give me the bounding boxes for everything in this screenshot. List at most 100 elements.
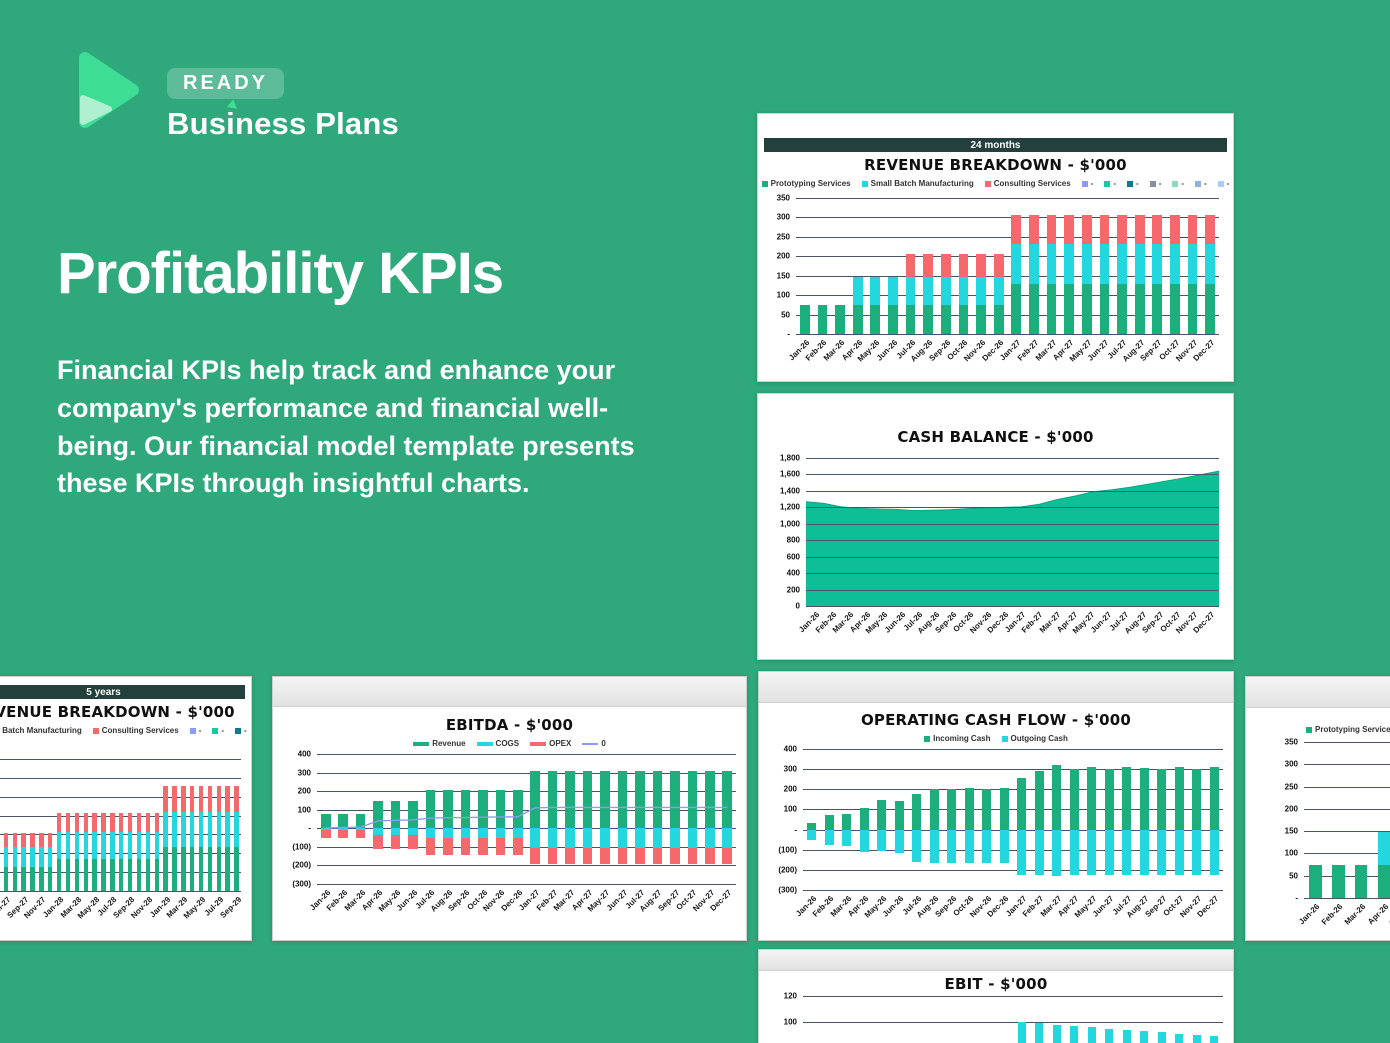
bar-segment (1122, 829, 1132, 875)
bar-segment (947, 829, 957, 863)
bar-segment (799, 304, 810, 334)
bar-segment (958, 304, 969, 334)
bar-segment (964, 829, 974, 863)
bar-segment (859, 829, 869, 852)
bar-segment (12, 866, 17, 891)
legend-label: 0 (601, 739, 606, 748)
bar-segment (408, 828, 418, 835)
bar-segment (923, 276, 934, 305)
bar-segment (154, 813, 159, 833)
gridline (1304, 853, 1390, 855)
bar-segment (21, 833, 26, 848)
bar-segment (225, 786, 230, 812)
line-series (317, 754, 736, 884)
bar-segment (582, 771, 593, 829)
bar-segment (1354, 864, 1368, 898)
bar-segment (982, 789, 992, 830)
bar-segment (390, 828, 401, 835)
gridline (796, 295, 1219, 297)
y-axis-label: 200 (783, 784, 797, 794)
y-axis-label: 300 (1284, 759, 1298, 769)
legend-item: - (1149, 179, 1162, 188)
bar-segment (443, 837, 453, 856)
bar-segment (136, 858, 142, 891)
bar-segment (1081, 214, 1092, 244)
y-axis-label: 300 (783, 764, 797, 774)
x-axis-label: Apr-26 (1365, 902, 1390, 927)
gridline (806, 523, 1219, 525)
bar-segment (83, 858, 88, 891)
bar-segment (635, 828, 645, 848)
bar-segment (705, 771, 715, 829)
gridline (803, 849, 1223, 851)
bar-segment (101, 813, 106, 833)
y-axis-label: 1,400 (779, 486, 800, 496)
y-axis-label: 200 (776, 251, 790, 261)
gridline (796, 334, 1219, 335)
bar-segment (1192, 1035, 1201, 1043)
bar-segment (670, 847, 680, 865)
bar-segment (1081, 243, 1092, 285)
bar-segment (817, 304, 828, 334)
bar-segment (1139, 767, 1149, 830)
y-axis-label: (200) (292, 860, 311, 870)
bar-segment (888, 304, 898, 334)
bar-segment (1157, 769, 1167, 830)
bar-segment (1187, 284, 1198, 334)
bar-segment (39, 847, 44, 867)
bar-segment (1187, 214, 1198, 244)
legend-marker (1149, 180, 1156, 187)
bar-segment (1011, 284, 1022, 334)
gridline (0, 796, 241, 798)
bar-segment (547, 847, 558, 865)
bar-segment (1205, 214, 1216, 244)
legend-marker (476, 741, 493, 746)
gridline (1304, 786, 1390, 788)
bar-segment (958, 276, 969, 305)
bar-segment (355, 830, 366, 839)
legend-label: - (1204, 179, 1207, 188)
gridline (1304, 875, 1390, 877)
bar-segment (1205, 284, 1216, 334)
play-logo-icon (79, 52, 139, 128)
bar-segment (127, 813, 133, 833)
bar-segment (1099, 284, 1110, 334)
legend-label: - (1158, 179, 1162, 188)
legend-item: - (189, 726, 201, 735)
bar-segment (652, 828, 663, 848)
bar-segment (1377, 864, 1390, 898)
gridline (806, 556, 1219, 558)
bar-segment (338, 830, 348, 839)
bar-segment (373, 828, 383, 835)
bar-segment (1210, 1036, 1219, 1043)
bar-segment (39, 866, 44, 891)
bar-segment (1331, 864, 1345, 898)
y-axis-label: 0 (795, 601, 800, 611)
bar-segment (373, 834, 383, 849)
chart-period-label: 5 years (86, 686, 121, 698)
y-axis-label: 150 (776, 271, 790, 281)
bar-segment (600, 847, 610, 865)
bar-segment (207, 811, 213, 848)
bar-segment (652, 847, 663, 865)
legend-label: - (244, 726, 247, 735)
bar-segment (65, 858, 71, 891)
legend-label: Small Batch Manufacturing (0, 726, 82, 735)
bar-segment (425, 828, 436, 838)
bar-segment (722, 771, 733, 829)
bar-segment (234, 811, 239, 848)
y-axis-label: 100 (776, 290, 790, 300)
bar-segment (1122, 1029, 1131, 1043)
bar-segment (824, 815, 834, 830)
bar-segment (807, 822, 817, 830)
legend-item: Prototyping Services (761, 179, 851, 188)
chart-body: EBITDA - $'000 Revenue COGS OPEX 0 400 300 200 1… (273, 707, 746, 914)
legend-item: Incoming Cash (924, 734, 991, 743)
bar-segment (443, 790, 453, 829)
x-axis-labels: Jan-26Feb-26Mar-26Apr-26May-26Jun-26Jul-… (1297, 898, 1390, 940)
bar-segment (1081, 284, 1092, 334)
